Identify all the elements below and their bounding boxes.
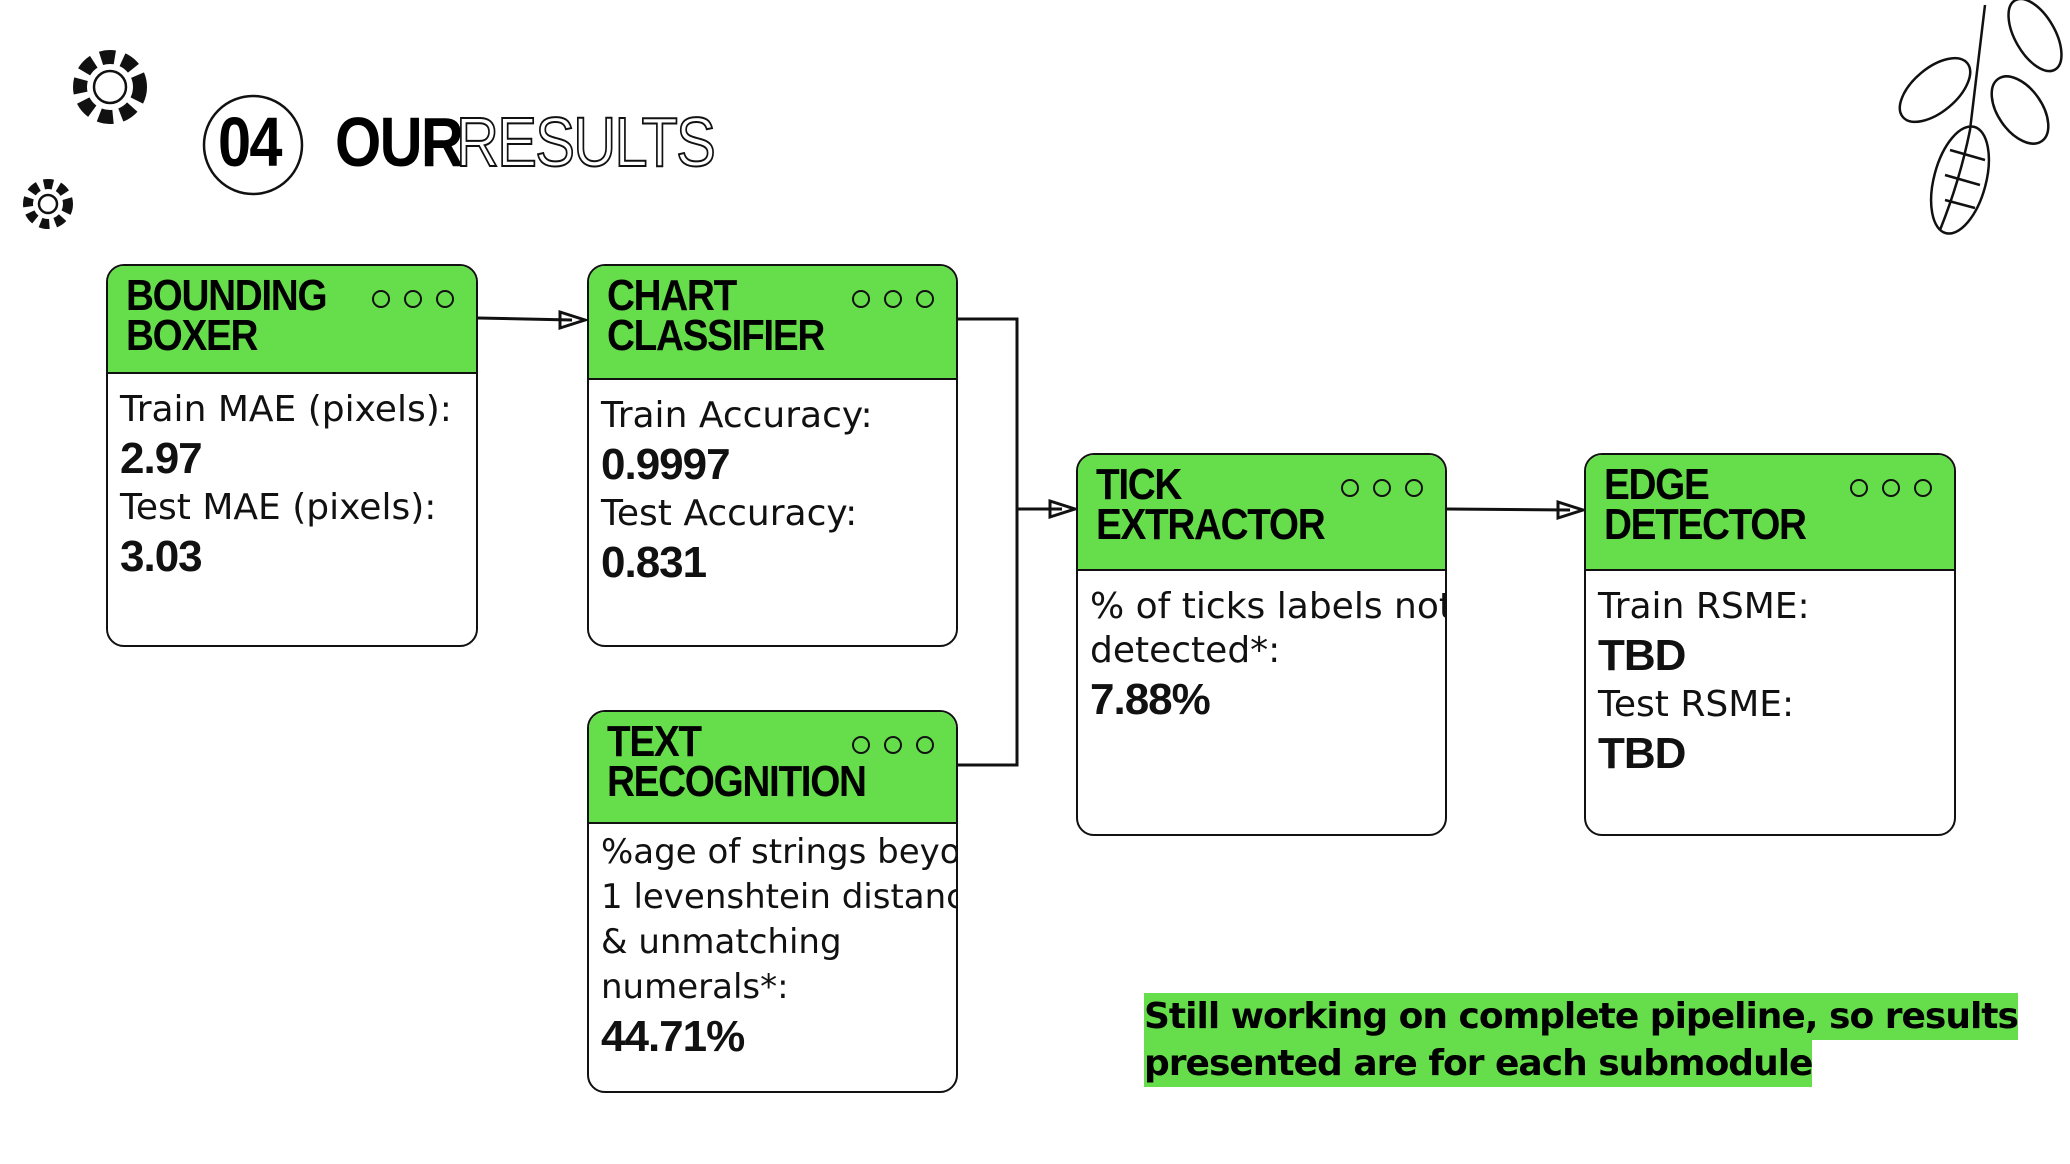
metric-label: % of ticks labels not <box>1090 586 1447 627</box>
card-title: BOUNDING <box>126 271 328 320</box>
dot <box>1405 479 1423 497</box>
window-dots <box>1341 479 1423 497</box>
card-title: BOXER <box>126 311 258 360</box>
dot <box>1882 479 1900 497</box>
section-number: 04 <box>218 103 282 181</box>
note-line: Still working on complete pipeline, so r… <box>1144 993 2019 1040</box>
card-body: %age of strings beyond 1 levenshtein dist… <box>589 824 956 1064</box>
card-body: Train RSME: TBD Test RSME: TBD <box>1586 571 1954 781</box>
card-title: EDGE <box>1604 460 1710 509</box>
dot <box>1341 479 1359 497</box>
module-card: CHART CLASSIFIER Train Accuracy: 0.9997 Test… <box>587 264 958 647</box>
window-dots <box>852 736 934 754</box>
card-body: Train MAE (pixels): 2.97 Test MAE (pixels)… <box>108 374 476 584</box>
card-header: EDGE DETECTOR <box>1586 455 1954 571</box>
card-title: DETECTOR <box>1604 500 1807 549</box>
dot <box>404 290 422 308</box>
metric-label: detected*: <box>1090 630 1281 671</box>
module-card: BOUNDING BOXER Train MAE (pixels): 2.97 Test… <box>106 264 478 647</box>
note-line: presented are for each submodule <box>1144 1040 1813 1087</box>
dot <box>884 736 902 754</box>
card-header: CHART CLASSIFIER <box>589 266 956 380</box>
card-body: % of ticks labels not detected*: 7.88% <box>1078 571 1445 727</box>
metric-label: & unmatching <box>601 922 842 962</box>
dot <box>884 290 902 308</box>
title-bold: OUR <box>335 103 464 181</box>
window-dots <box>372 290 454 308</box>
metric-value: 0.9997 <box>601 440 731 489</box>
metric-value: TBD <box>1598 631 1686 680</box>
metric-value: 44.71% <box>601 1012 745 1061</box>
metric-label: Test MAE (pixels): <box>120 487 437 528</box>
card-title: CHART <box>607 271 737 320</box>
dot <box>916 736 934 754</box>
window-dots <box>852 290 934 308</box>
metric-value: TBD <box>1598 729 1686 778</box>
dot <box>1850 479 1868 497</box>
card-title: RECOGNITION <box>607 757 867 806</box>
card-title: TICK <box>1096 460 1182 509</box>
metric-label: numerals*: <box>601 967 789 1007</box>
dot <box>1373 479 1391 497</box>
metric-value: 7.88% <box>1090 675 1211 724</box>
card-body: Train Accuracy: 0.9997 Test Accuracy: 0.831 <box>589 380 956 590</box>
card-title: TEXT <box>607 717 702 766</box>
card-title: EXTRACTOR <box>1096 500 1326 549</box>
metric-label: Train MAE (pixels): <box>120 389 452 430</box>
dot <box>1914 479 1932 497</box>
dot <box>372 290 390 308</box>
metric-value: 3.03 <box>120 532 203 581</box>
metric-label: Train Accuracy: <box>601 395 873 436</box>
card-title: CLASSIFIER <box>607 311 825 360</box>
metric-value: 2.97 <box>120 434 203 483</box>
dot <box>852 736 870 754</box>
module-card: EDGE DETECTOR Train RSME: TBD Test RSME: TBD <box>1584 453 1956 836</box>
card-header: TICK EXTRACTOR <box>1078 455 1445 571</box>
metric-label: Test Accuracy: <box>601 493 858 534</box>
metric-label: Train RSME: <box>1598 586 1810 627</box>
metric-label: %age of strings beyond <box>601 832 956 872</box>
card-header: BOUNDING BOXER <box>108 266 476 374</box>
dot <box>916 290 934 308</box>
window-dots <box>1850 479 1932 497</box>
metric-label: 1 levenshtein distance <box>601 877 958 917</box>
metric-label: Test RSME: <box>1598 684 1795 725</box>
note: Still working on complete pipeline, so r… <box>1144 993 2019 1087</box>
module-card: TICK EXTRACTOR% of ticks labels not detect… <box>1076 453 1447 836</box>
dot <box>852 290 870 308</box>
title-outline: RESULTS <box>455 102 717 182</box>
metric-value: 0.831 <box>601 538 707 587</box>
dot <box>436 290 454 308</box>
card-header: TEXT RECOGNITION <box>589 712 956 824</box>
